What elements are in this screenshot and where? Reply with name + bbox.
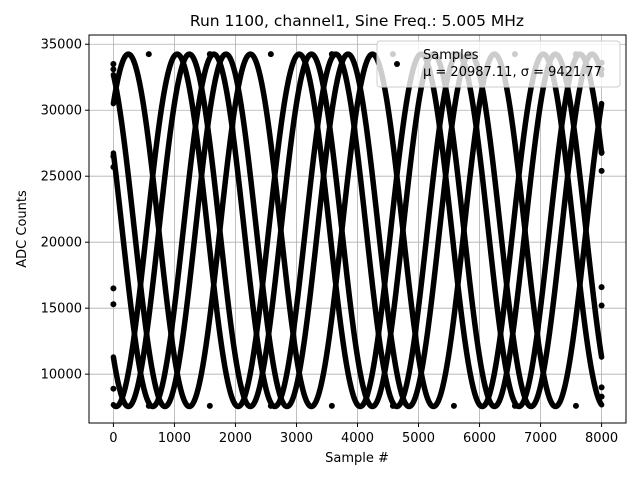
sample-point: [267, 402, 274, 409]
y-tick-label: 15000: [41, 302, 82, 317]
sample-point: [328, 51, 335, 58]
sample-trace-1: [110, 51, 605, 410]
sample-point: [572, 402, 579, 409]
x-tick-label: 7000: [524, 431, 557, 446]
sample-point: [110, 61, 117, 68]
sample-point: [110, 385, 117, 392]
x-tick-label: 4000: [341, 431, 374, 446]
legend-label: Samples: [423, 48, 479, 63]
sample-point: [598, 393, 605, 400]
axis-ticks: 0 1000 2000 3000 4000 5000 6000 7000 8000 10000 15…: [41, 38, 618, 446]
x-tick-label: 5000: [402, 431, 435, 446]
y-tick-label: 30000: [41, 104, 82, 119]
x-axis-label: Sample #: [325, 451, 389, 466]
sample-point: [598, 302, 605, 309]
sample-point: [145, 51, 152, 58]
x-tick-label: 0: [109, 431, 117, 446]
chart-title: Run 1100, channel1, Sine Freq.: 5.005 MH…: [190, 12, 524, 30]
data-series: [110, 51, 605, 410]
legend-stats: μ = 20987.11, σ = 9421.77: [423, 65, 602, 80]
sample-point: [206, 51, 213, 58]
sample-trace-2: [110, 51, 605, 410]
sample-point: [328, 402, 335, 409]
x-tick-label: 2000: [219, 431, 252, 446]
sample-trace-5: [110, 51, 605, 410]
sample-point: [598, 167, 605, 174]
sample-point: [145, 402, 152, 409]
y-tick-label: 10000: [41, 368, 82, 383]
y-axis-label: ADC Counts: [15, 190, 30, 268]
y-tick-label: 20000: [41, 236, 82, 251]
y-tick-label: 35000: [41, 38, 82, 53]
sample-point: [206, 402, 213, 409]
sample-point: [450, 402, 457, 409]
sample-point: [389, 402, 396, 409]
sample-point: [598, 284, 605, 291]
sample-point: [110, 285, 117, 292]
legend: Samples μ = 20987.11, σ = 9421.77: [376, 40, 621, 88]
sample-point: [110, 153, 117, 160]
x-tick-label: 3000: [280, 431, 313, 446]
sample-point: [598, 384, 605, 391]
sample-point: [267, 51, 274, 58]
y-tick-label: 25000: [41, 170, 82, 185]
sample-point: [110, 163, 117, 170]
x-tick-label: 8000: [585, 431, 618, 446]
sample-point: [110, 301, 117, 308]
sample-point: [110, 66, 117, 73]
sample-point: [598, 149, 605, 156]
x-tick-label: 6000: [463, 431, 496, 446]
legend-marker: [394, 61, 400, 67]
x-tick-label: 1000: [158, 431, 191, 446]
sample-point: [511, 402, 518, 409]
legend-box: [376, 40, 621, 88]
